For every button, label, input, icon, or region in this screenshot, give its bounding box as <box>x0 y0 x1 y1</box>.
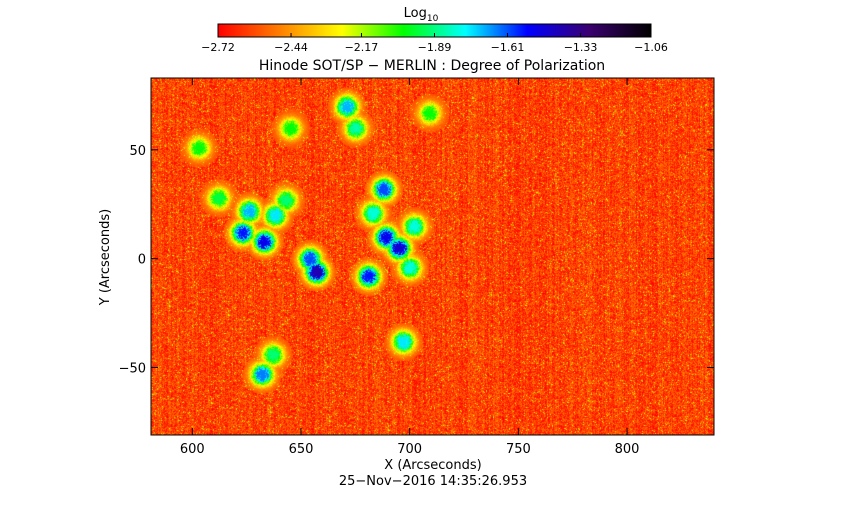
x-tick-label: 750 <box>506 442 531 457</box>
x-axis-label: X (Arcseconds) <box>384 458 481 473</box>
x-tick-label: 700 <box>397 442 422 457</box>
timestamp: 25−Nov−2016 14:35:26.953 <box>339 474 527 489</box>
colorbar-tick-label: −1.06 <box>634 41 668 54</box>
colorbar-tick-label: −2.44 <box>274 41 308 54</box>
y-tick-label: 50 <box>129 144 146 159</box>
colorbar-label-subscript: 10 <box>427 14 439 24</box>
chart-title: Hinode SOT/SP − MERLIN : Degree of Polar… <box>259 58 605 74</box>
plot-frame <box>150 77 715 436</box>
x-tick-label: 650 <box>289 442 314 457</box>
colorbar-tick-label: −1.89 <box>418 41 452 54</box>
colorbar-label: Log10 <box>404 6 439 24</box>
colorbar-tick-label: −2.72 <box>201 41 235 54</box>
y-axis-label: Y (Arcseconds) <box>98 209 113 306</box>
plot-area <box>150 77 715 436</box>
colorbar-tick-label: −2.17 <box>345 41 379 54</box>
y-axis: 50 0 −50 <box>119 144 714 377</box>
colorbar-ticks: −2.72 −2.44 −2.17 −1.89 −1.61 −1.33 −1.06 <box>201 33 668 54</box>
colorbar-tick-label: −1.61 <box>491 41 525 54</box>
y-tick-label: 0 <box>138 253 146 268</box>
x-axis: 600 650 700 750 800 <box>180 78 640 457</box>
x-tick-label: 600 <box>180 442 205 457</box>
colorbar: Log10 −2.72 −2.44 −2.17 −1.89 −1.61 −1.33 −1.0… <box>201 6 668 54</box>
x-tick-label: 800 <box>615 442 640 457</box>
colorbar-tick-label: −1.33 <box>564 41 598 54</box>
y-tick-label: −50 <box>119 362 146 377</box>
heatmap-image <box>151 78 714 435</box>
colorbar-label-text: Log <box>404 6 427 21</box>
